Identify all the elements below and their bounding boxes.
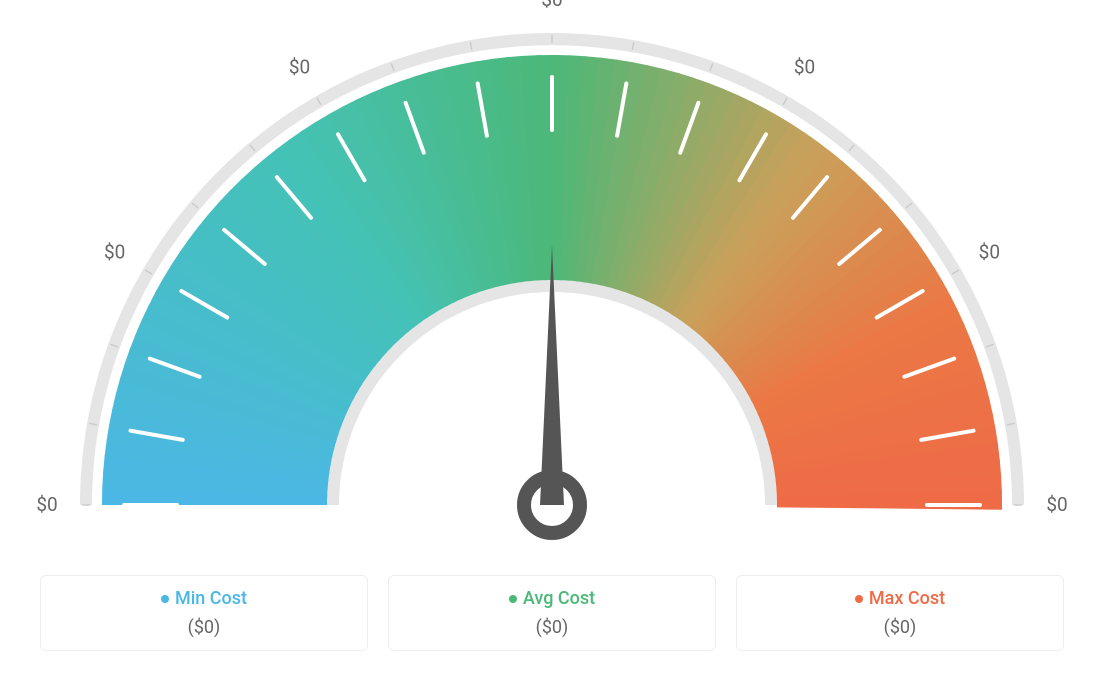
legend-label-min: Min Cost	[49, 588, 359, 609]
legend-label-avg: Avg Cost	[397, 588, 707, 609]
gauge-tick-label: $0	[289, 56, 310, 79]
legend-label-text-min: Min Cost	[175, 588, 247, 609]
legend-dot-avg	[509, 595, 517, 603]
gauge-tick-label: $0	[794, 56, 815, 79]
legend-label-text-avg: Avg Cost	[523, 588, 595, 609]
gauge-tick-label: $0	[36, 493, 57, 516]
legend-label-max: Max Cost	[745, 588, 1055, 609]
gauge-svg: $0 $0 $0 $0 $0 $0 $0	[0, 0, 1104, 560]
legend-item-max: Max Cost ($0)	[736, 575, 1064, 651]
gauge-tick-label: $0	[104, 241, 125, 264]
legend: Min Cost ($0) Avg Cost ($0) Max Cost ($0…	[40, 575, 1064, 651]
legend-item-avg: Avg Cost ($0)	[388, 575, 716, 651]
legend-value-min: ($0)	[49, 617, 359, 638]
gauge-tick-label: $0	[1046, 493, 1067, 516]
gauge-tick-label: $0	[979, 241, 1000, 264]
legend-item-min: Min Cost ($0)	[40, 575, 368, 651]
legend-value-avg: ($0)	[397, 617, 707, 638]
legend-dot-max	[855, 595, 863, 603]
gauge-chart: $0 $0 $0 $0 $0 $0 $0	[0, 0, 1104, 560]
gauge-tick-label: $0	[541, 0, 562, 11]
legend-value-max: ($0)	[745, 617, 1055, 638]
legend-label-text-max: Max Cost	[869, 588, 945, 609]
legend-dot-min	[161, 595, 169, 603]
